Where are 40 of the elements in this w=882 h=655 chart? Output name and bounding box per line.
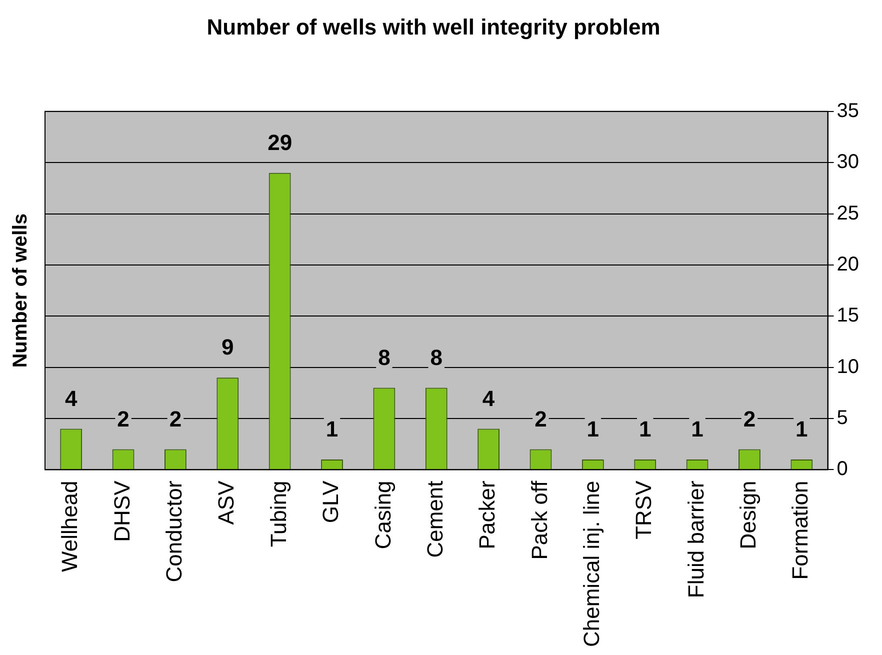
y-tick-label: 25 [836,202,860,224]
x-tick-label: Conductor [162,480,187,582]
x-tick-label: Tubing [266,480,291,548]
data-label: 1 [326,416,338,442]
y-tick-label: 35 [836,100,860,122]
data-label: 1 [691,416,704,442]
y-tick-label: 15 [836,304,860,327]
data-label: 4 [64,386,78,411]
x-tick-label: Fluid barrier [683,480,708,598]
x-tick-label: TRSV [631,480,656,540]
x-tick-label: Formation [788,480,813,580]
x-tick-label: Cement [422,480,448,558]
data-label: 4 [482,386,496,411]
data-label: 9 [222,334,234,360]
data-label: 2 [743,406,756,432]
x-tick-label: DHSV [109,480,134,542]
x-tick-label: Packer [474,480,500,550]
x-tick-label: Pack off [526,480,552,560]
data-label: 1 [638,416,652,442]
y-tick-label: 30 [836,151,860,174]
data-label: 8 [378,344,390,370]
data-label: 2 [169,406,182,432]
x-tick-label: Design [736,480,761,550]
data-label: 8 [430,344,442,370]
data-label: 2 [117,406,130,432]
y-tick-label: 0 [836,458,848,480]
data-label: 29 [268,130,292,155]
y-axis-title: Number of wells [10,213,32,368]
x-tick-label: Casing [370,480,396,550]
y-tick-label: 5 [836,407,848,430]
data-label: 2 [534,406,547,432]
y-tick-label: 10 [836,356,860,378]
data-label: 1 [796,416,808,442]
x-tick-label: Wellhead [57,480,82,572]
chart-title: Number of wells with well integrity problem [206,14,660,40]
data-label: 1 [586,416,600,442]
y-tick-label: 20 [836,253,860,276]
x-tick-label: Chemical inj. line [578,480,604,648]
x-tick-label: GLV [318,480,344,524]
x-tick-label: ASV [214,480,239,525]
